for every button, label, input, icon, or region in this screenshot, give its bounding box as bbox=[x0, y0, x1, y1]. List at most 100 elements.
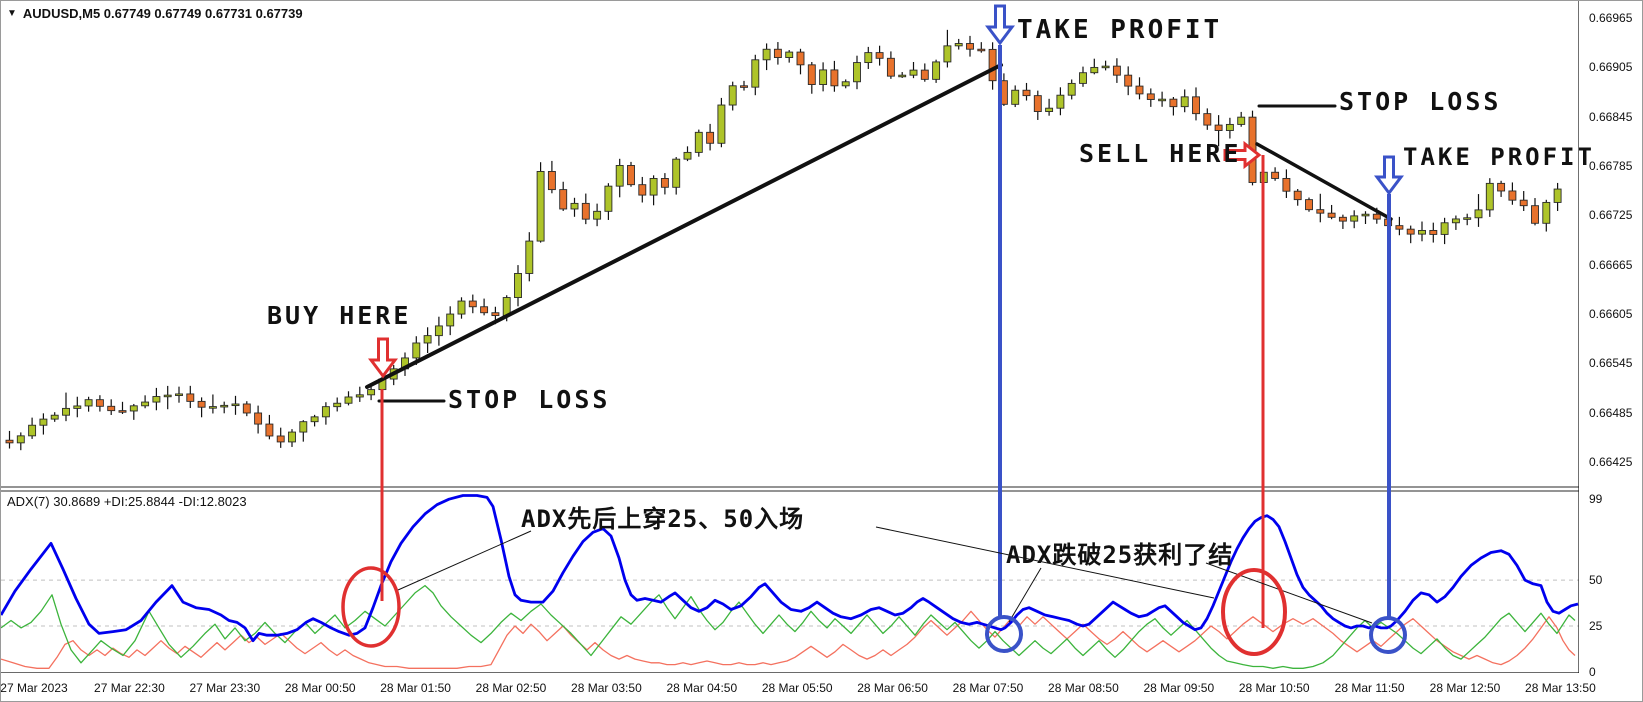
candle-body bbox=[1293, 190, 1302, 201]
candle-body bbox=[672, 158, 681, 188]
symbol-dropdown-icon[interactable]: ▼ bbox=[7, 8, 17, 19]
entry-pointer-1[interactable] bbox=[397, 530, 532, 591]
candle-body bbox=[242, 403, 251, 414]
price-label: 0.66665 bbox=[1589, 257, 1633, 272]
candle-body bbox=[593, 210, 602, 220]
sell-here-label[interactable]: SELL HERE bbox=[1079, 139, 1242, 168]
candle-body bbox=[977, 48, 986, 52]
adx-line bbox=[1, 494, 1579, 643]
adx-exit-note-cn[interactable]: ADX跌破25获利了结 bbox=[1006, 541, 1234, 569]
candle-body bbox=[1350, 215, 1359, 222]
adx-exit-circle-2[interactable] bbox=[1369, 616, 1407, 654]
candle-body bbox=[875, 52, 884, 59]
exit-pointer-1[interactable] bbox=[1008, 567, 1042, 623]
stop-loss-label-1[interactable]: STOP LOSS bbox=[448, 385, 611, 414]
candle-body bbox=[288, 431, 296, 443]
candle-body bbox=[129, 405, 138, 412]
candle-body bbox=[28, 424, 37, 437]
price-label: 0.66485 bbox=[1589, 405, 1633, 420]
candle-body bbox=[751, 59, 760, 88]
candle-body bbox=[796, 51, 805, 66]
candle-body bbox=[943, 45, 952, 63]
take-profit-arrow-2[interactable] bbox=[1374, 155, 1404, 196]
candle-body bbox=[39, 418, 48, 426]
candle-body bbox=[1192, 96, 1200, 115]
candle-body bbox=[1124, 74, 1133, 87]
candle-body bbox=[966, 43, 974, 50]
candle-body bbox=[706, 131, 715, 144]
candle-body bbox=[1542, 201, 1551, 224]
candle-body bbox=[1079, 72, 1087, 84]
candle-body bbox=[1463, 217, 1472, 220]
time-label: 28 Mar 05:50 bbox=[761, 681, 833, 695]
candle-body bbox=[299, 421, 308, 433]
candle-body bbox=[853, 62, 861, 83]
adx-entry-note-cn[interactable]: ADX先后上穿25、50入场 bbox=[521, 505, 805, 533]
candle-body bbox=[898, 74, 907, 78]
candle-body bbox=[1011, 89, 1020, 105]
indicator-scale-label: 50 bbox=[1589, 573, 1603, 588]
time-label: 28 Mar 00:50 bbox=[284, 681, 356, 695]
take-profit-label-2[interactable]: TAKE PROFIT bbox=[1403, 143, 1595, 171]
time-label: 28 Mar 03:50 bbox=[571, 681, 642, 695]
candle-body bbox=[1090, 66, 1099, 74]
candle-body bbox=[1338, 216, 1347, 222]
candle-body bbox=[807, 64, 816, 85]
candle-body bbox=[412, 342, 421, 359]
candle-body bbox=[468, 300, 477, 308]
candle-body bbox=[276, 435, 285, 443]
adx-entry-ellipse-2[interactable] bbox=[1221, 568, 1287, 656]
exit-pointer-2[interactable] bbox=[1205, 562, 1373, 624]
adx-exit-circle-1[interactable] bbox=[985, 615, 1023, 653]
indicator-scale-label: 0 bbox=[1589, 665, 1596, 679]
candle-body bbox=[819, 69, 828, 85]
candle-body bbox=[773, 48, 782, 58]
candle-body bbox=[547, 171, 556, 191]
entry-pointer-2[interactable] bbox=[875, 526, 1215, 599]
candle-body bbox=[1305, 199, 1313, 211]
candle-body bbox=[570, 202, 579, 210]
candle-body bbox=[988, 48, 997, 82]
minus-di-line bbox=[1, 610, 1576, 669]
candle-body bbox=[1485, 182, 1494, 211]
candle-body bbox=[683, 151, 692, 160]
stop-loss-label-2[interactable]: STOP LOSS bbox=[1339, 87, 1502, 116]
take-profit-arrow-1[interactable] bbox=[985, 4, 1015, 46]
buy-here-label[interactable]: BUY HERE bbox=[267, 301, 412, 330]
candle-body bbox=[1406, 228, 1415, 235]
time-label: 28 Mar 08:50 bbox=[1048, 681, 1119, 695]
sell-here-arrow[interactable] bbox=[1223, 140, 1262, 170]
candle-body bbox=[220, 404, 229, 408]
candle-body bbox=[457, 300, 466, 315]
candle-body bbox=[1508, 190, 1517, 201]
time-label: 28 Mar 07:50 bbox=[952, 681, 1024, 695]
candle-body bbox=[536, 171, 545, 242]
candle-body bbox=[1361, 213, 1370, 217]
price-label: 0.66845 bbox=[1589, 109, 1633, 124]
candle-body bbox=[660, 178, 669, 188]
candle-body bbox=[1316, 209, 1325, 214]
price-label: 0.66425 bbox=[1589, 454, 1633, 469]
time-label: 28 Mar 12:50 bbox=[1429, 681, 1501, 695]
candle-body bbox=[909, 69, 918, 76]
candle-body bbox=[84, 399, 93, 407]
uptrend-line[interactable] bbox=[365, 63, 1003, 389]
candle-body bbox=[920, 69, 929, 80]
time-label: 28 Mar 09:50 bbox=[1143, 681, 1215, 695]
take-profit-label-1[interactable]: TAKE PROFIT bbox=[1017, 15, 1223, 45]
price-label: 0.66965 bbox=[1589, 11, 1633, 25]
buy-here-arrow[interactable] bbox=[368, 337, 398, 379]
price-label: 0.66905 bbox=[1589, 60, 1633, 75]
candle-body bbox=[649, 178, 658, 196]
candle-body bbox=[1451, 218, 1460, 224]
downtrend-line[interactable] bbox=[1255, 142, 1393, 221]
time-label: 27 Mar 23:30 bbox=[189, 681, 261, 695]
candle-body bbox=[785, 51, 794, 58]
candle-body bbox=[1180, 96, 1189, 108]
adx-entry-ellipse-1[interactable] bbox=[341, 566, 401, 648]
candle-body bbox=[197, 400, 206, 408]
